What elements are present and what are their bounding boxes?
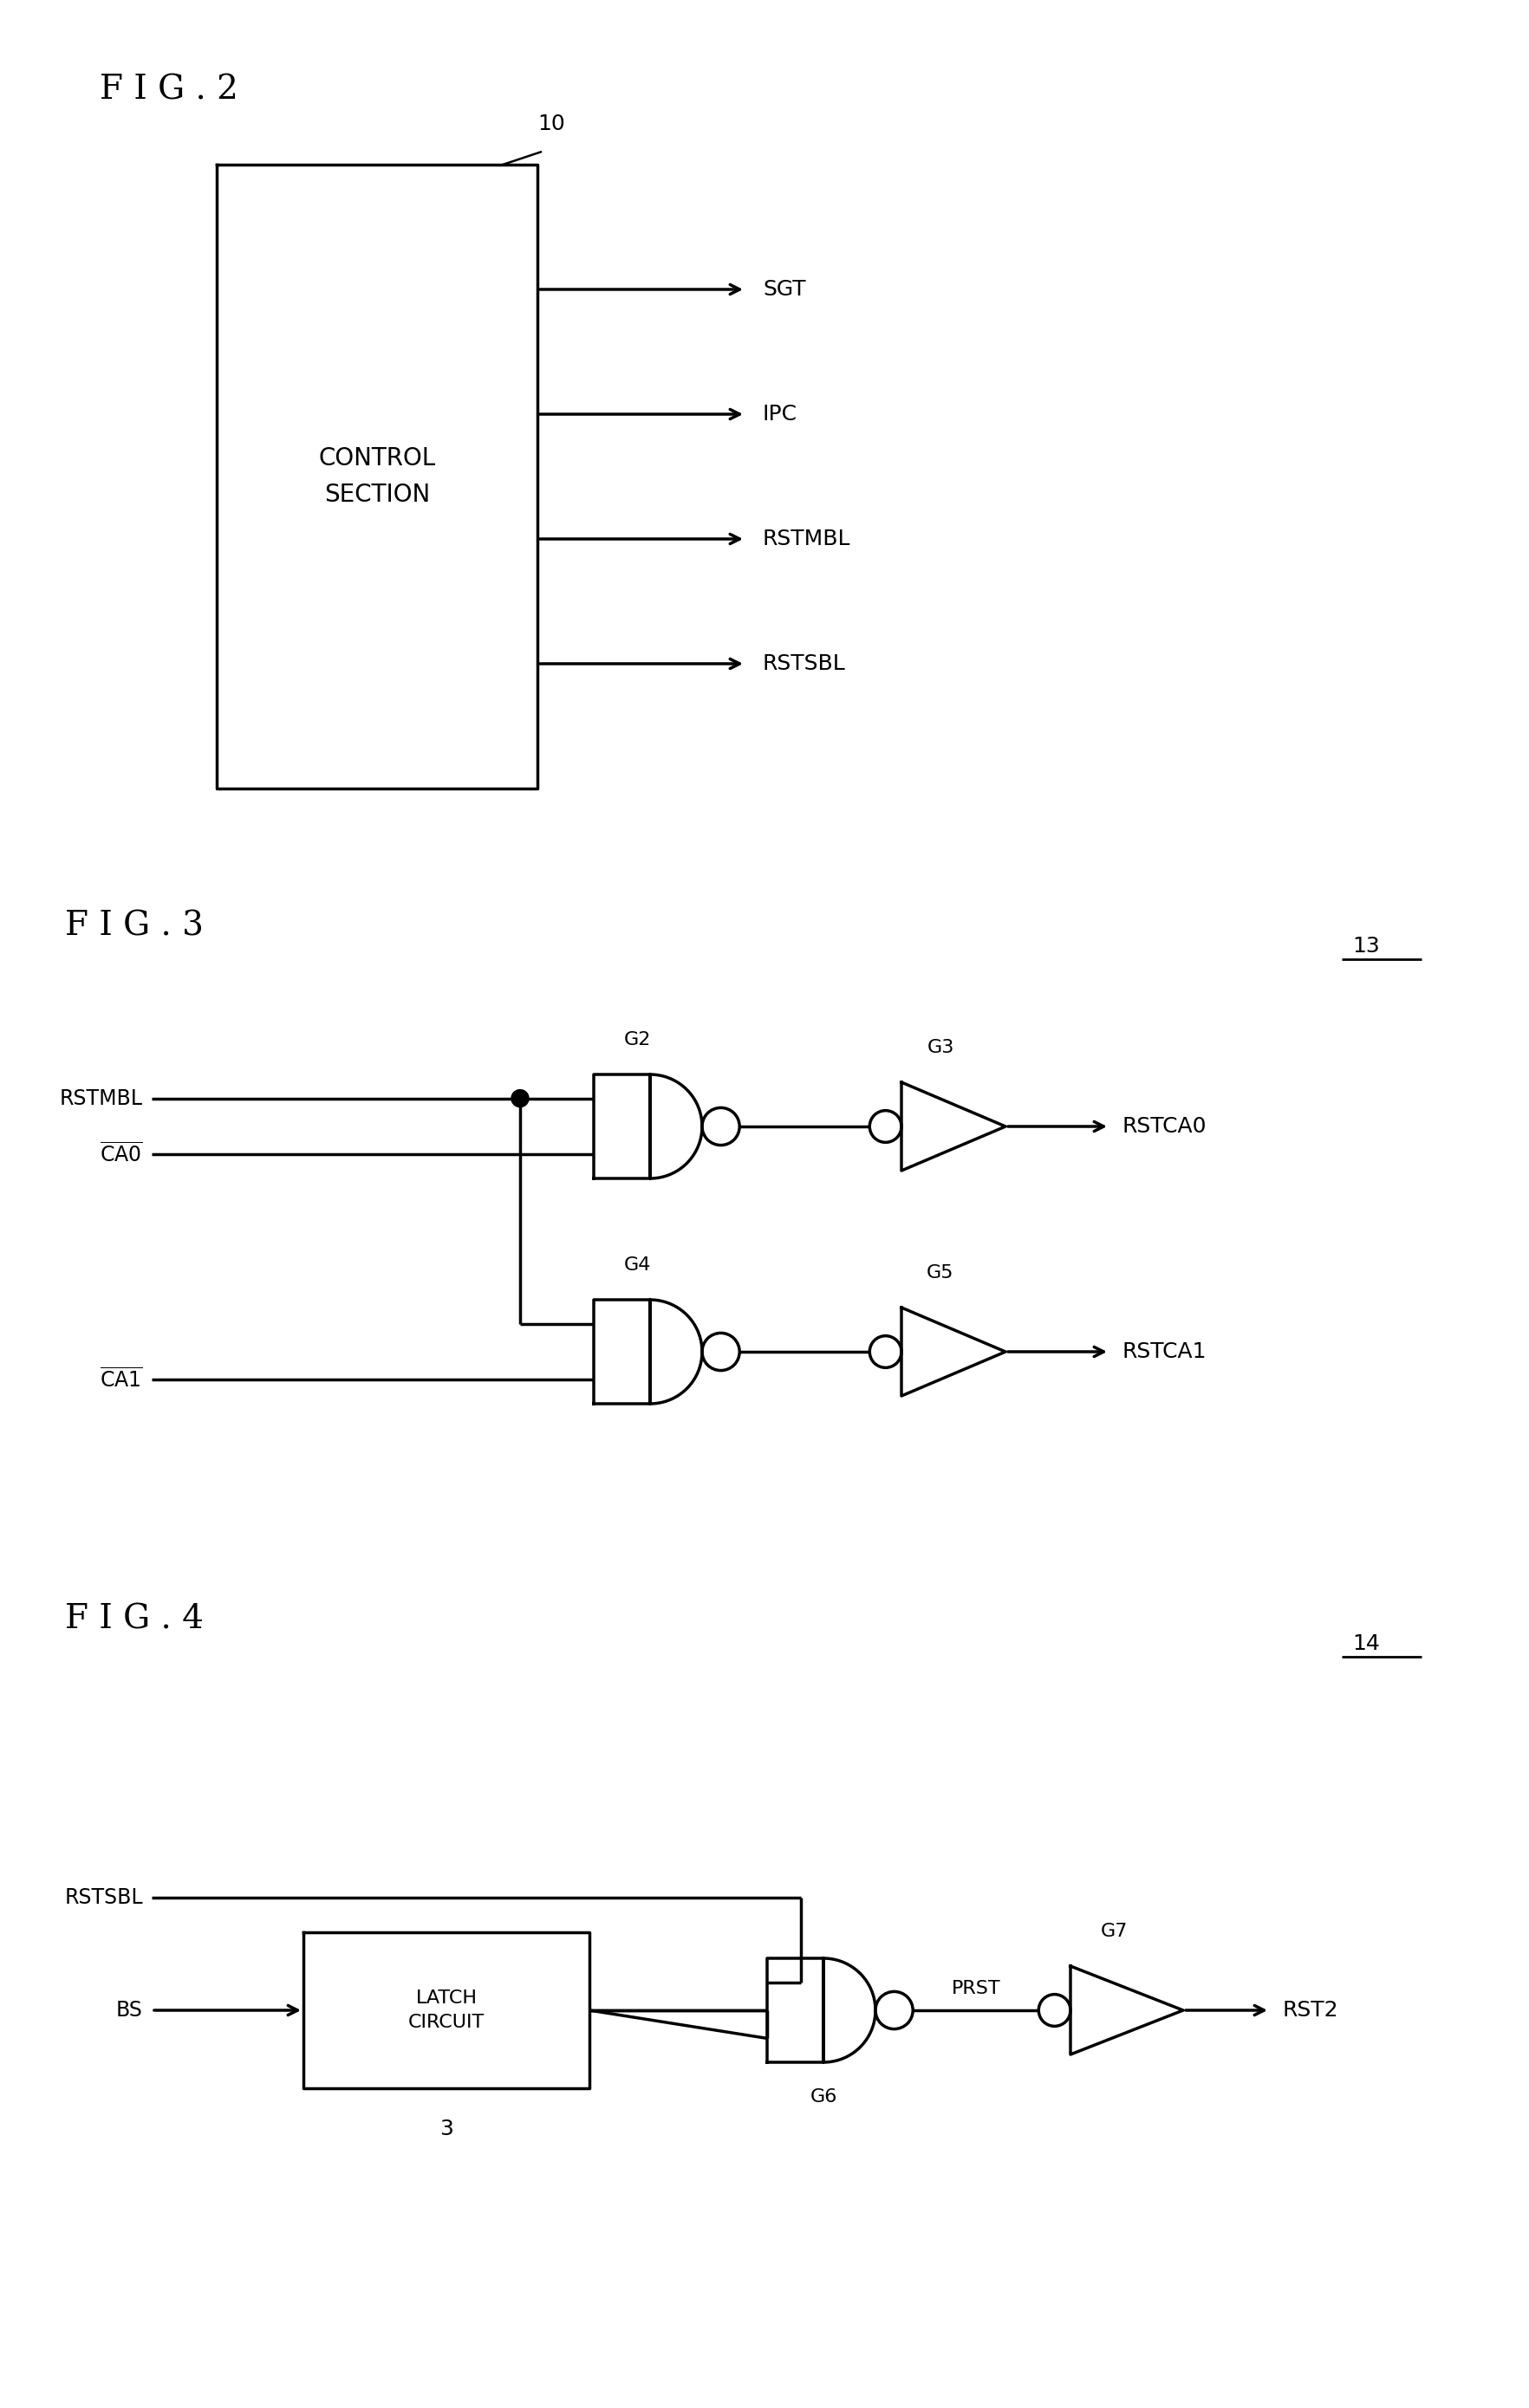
Text: RSTCA0: RSTCA0 [1122, 1115, 1206, 1137]
Text: BS: BS [116, 2001, 144, 2020]
Text: IPC: IPC [763, 405, 798, 424]
Circle shape [511, 1091, 529, 1108]
Text: G2: G2 [624, 1031, 651, 1047]
Text: G7: G7 [1101, 1922, 1127, 1941]
Text: G3: G3 [927, 1038, 954, 1057]
Text: RSTMBL: RSTMBL [60, 1088, 144, 1108]
Text: 14: 14 [1352, 1633, 1379, 1654]
Text: G5: G5 [927, 1264, 954, 1281]
Text: 10: 10 [537, 113, 564, 135]
Text: PRST: PRST [951, 1979, 1000, 1996]
Text: G6: G6 [810, 2088, 836, 2105]
Text: $\overline{\mathrm{CA1}}$: $\overline{\mathrm{CA1}}$ [99, 1368, 144, 1392]
Text: 13: 13 [1352, 937, 1379, 956]
Text: F I G . 3: F I G . 3 [66, 910, 203, 942]
Text: $\overline{\mathrm{CA0}}$: $\overline{\mathrm{CA0}}$ [99, 1144, 144, 1165]
Text: RSTMBL: RSTMBL [763, 530, 850, 549]
Text: RSTCA1: RSTCA1 [1122, 1341, 1206, 1363]
Text: RSTSBL: RSTSBL [64, 1888, 144, 1907]
Text: RSTSBL: RSTSBL [763, 653, 846, 674]
Text: 3: 3 [439, 2119, 453, 2138]
Text: RST2: RST2 [1283, 2001, 1339, 2020]
Text: G4: G4 [624, 1257, 651, 1274]
Text: F I G . 4: F I G . 4 [66, 1604, 203, 1635]
Text: F I G . 2: F I G . 2 [99, 75, 239, 106]
Text: LATCH
CIRCUIT: LATCH CIRCUIT [408, 1989, 485, 2030]
Text: SGT: SGT [763, 279, 806, 301]
Text: CONTROL
SECTION: CONTROL SECTION [318, 445, 436, 506]
